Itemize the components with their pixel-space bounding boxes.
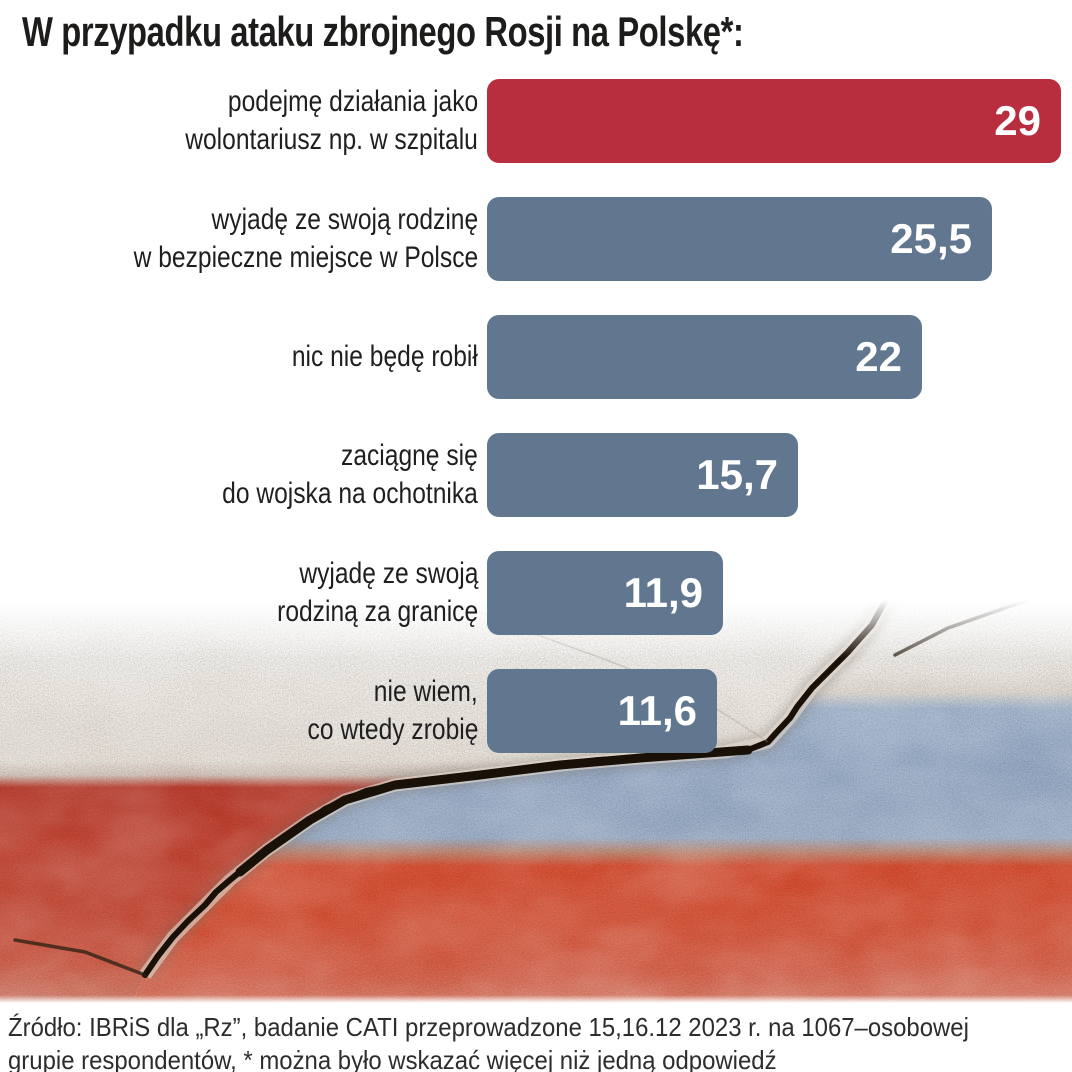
bar-label: zaciągnę się do wojska na ochotnika xyxy=(0,433,478,517)
bar-label-line: w bezpieczne miejsce w Polsce xyxy=(133,241,478,274)
background-bottom-fade xyxy=(0,995,1072,1003)
crack-thick-section xyxy=(235,745,753,877)
background-flags xyxy=(0,600,1072,1003)
bar-row: wyjadę ze swoją rodzinę w bezpieczne miej… xyxy=(0,197,1072,281)
bar-value: 15,7 xyxy=(696,451,778,498)
bar-row: nic nie będę robił 22 xyxy=(0,315,1072,399)
bar-row: nie wiem, co wtedy zrobię 11,6 xyxy=(0,669,1072,753)
bar-value: 11,9 xyxy=(623,569,703,616)
crack-branch-bottom xyxy=(13,938,147,977)
bar-label-line: do wojska na ochotnika xyxy=(222,477,478,510)
bar-value: 11,6 xyxy=(617,687,697,734)
source-line-2: grupie respondentów, * można było wskaza… xyxy=(8,1045,777,1072)
concrete-crack-graphic xyxy=(0,600,1072,1003)
bar-label-line: co wtedy zrobię xyxy=(307,713,478,746)
bar: 22 xyxy=(487,315,922,399)
bar: 25,5 xyxy=(487,197,992,281)
bar-label: wyjadę ze swoją rodzinę w bezpieczne miej… xyxy=(0,197,478,281)
bar-label: nie wiem, co wtedy zrobię xyxy=(0,669,478,753)
bar-label-line: nic nie będę robił xyxy=(292,340,478,373)
bar-label: wyjadę ze swoją rodziną za granicę xyxy=(0,551,478,635)
bar-label-line: wolontariusz np. w szpitalu xyxy=(185,123,478,156)
bar: 15,7 xyxy=(487,433,798,517)
source-note: Źródło: IBRiS dla „Rz”, badanie CATI prz… xyxy=(0,1003,1072,1072)
bar-value: 29 xyxy=(994,97,1041,144)
bar-value: 22 xyxy=(855,333,902,380)
bar-row: zaciągnę się do wojska na ochotnika 15,7 xyxy=(0,433,1072,517)
bar-row: wyjadę ze swoją rodziną za granicę 11,9 xyxy=(0,551,1072,635)
bar-label-line: wyjadę ze swoją xyxy=(298,557,478,590)
bar-label-line: podejmę działania jako xyxy=(227,85,478,118)
bar: 29 xyxy=(487,79,1061,163)
bar: 11,6 xyxy=(487,669,717,753)
source-line-1: Źródło: IBRiS dla „Rz”, badanie CATI prz… xyxy=(8,1012,969,1042)
bar-label-line: zaciągnę się xyxy=(341,439,478,472)
bar-label: podejmę działania jako wolontariusz np. w… xyxy=(0,79,478,163)
bar-label-line: wyjadę ze swoją rodzinę xyxy=(211,203,478,236)
bar: 11,9 xyxy=(487,551,723,635)
chart-title: W przypadku ataku zbrojnego Rosji na Pol… xyxy=(22,8,744,55)
bar-label-line: rodziną za granicę xyxy=(276,595,478,628)
bar-row: podejmę działania jako wolontariusz np. w… xyxy=(0,79,1072,163)
bar-label-line: nie wiem, xyxy=(374,675,478,708)
bar-label: nic nie będę robił xyxy=(0,315,478,399)
bar-value: 25,5 xyxy=(890,215,972,262)
